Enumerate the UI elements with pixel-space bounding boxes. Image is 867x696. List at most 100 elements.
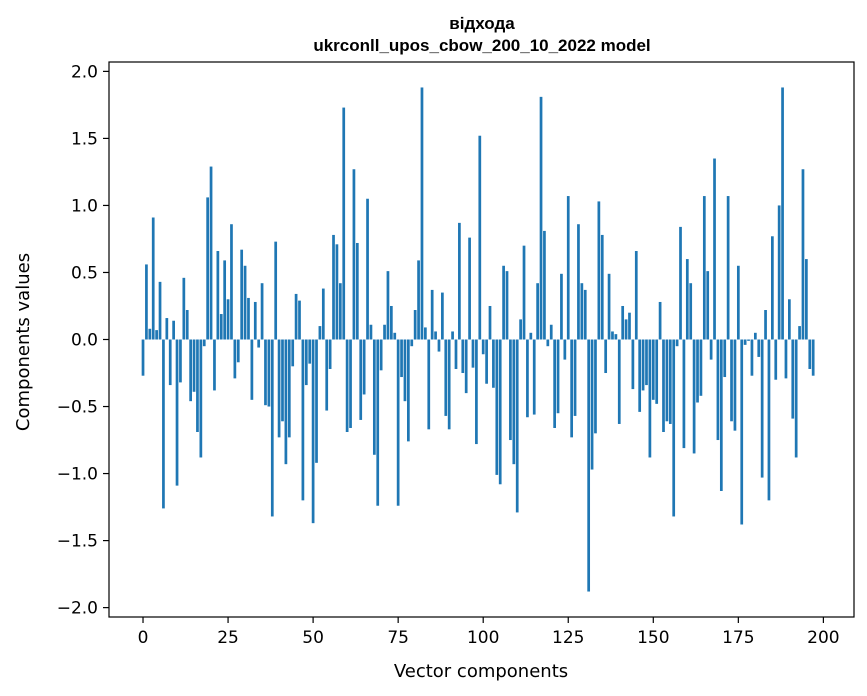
x-tick-label: 0 <box>138 628 149 648</box>
y-tick-label: 0.5 <box>71 263 98 283</box>
bar <box>267 339 271 407</box>
bar <box>682 339 686 449</box>
bar <box>808 339 812 369</box>
bar <box>301 339 305 501</box>
bar <box>733 339 737 431</box>
bar <box>515 339 519 513</box>
bar <box>743 339 747 345</box>
bar <box>362 339 366 395</box>
bar <box>366 198 369 340</box>
bar <box>264 339 267 406</box>
bar <box>325 339 329 411</box>
bar <box>583 289 587 340</box>
bar <box>335 244 339 340</box>
bar <box>672 339 676 517</box>
bar <box>485 339 488 384</box>
bar <box>209 166 213 340</box>
bar <box>794 339 798 458</box>
bar <box>250 339 254 400</box>
bar <box>560 273 563 340</box>
bar <box>777 205 781 340</box>
bar <box>189 339 192 402</box>
bar <box>563 339 567 360</box>
bar <box>648 339 652 458</box>
bar <box>230 224 233 340</box>
bar <box>233 339 237 379</box>
bar <box>155 330 158 340</box>
bar <box>570 339 574 438</box>
bar <box>634 251 638 340</box>
bar <box>311 339 315 524</box>
bar <box>294 293 298 340</box>
x-tick-label: 75 <box>387 628 409 648</box>
bar <box>502 265 505 340</box>
bar <box>546 339 550 347</box>
bar <box>723 339 727 378</box>
bar <box>158 281 162 340</box>
bar <box>434 331 437 340</box>
bar <box>355 242 359 340</box>
bar <box>488 305 492 340</box>
bar <box>526 339 529 418</box>
bar <box>168 339 172 386</box>
x-tick-label: 150 <box>637 628 669 648</box>
y-tick-label: 2.0 <box>71 62 98 82</box>
bar <box>628 312 631 340</box>
bar <box>692 339 696 454</box>
bar <box>679 226 682 340</box>
bar <box>675 339 679 347</box>
bar <box>702 196 706 340</box>
bar <box>206 197 210 340</box>
bar <box>696 339 699 403</box>
bar <box>478 135 482 340</box>
bar <box>199 339 203 458</box>
bar <box>321 288 325 340</box>
x-tick-label: 100 <box>467 628 499 648</box>
bar <box>719 339 723 491</box>
x-tick-label: 125 <box>552 628 584 648</box>
bar <box>376 339 380 506</box>
bar <box>270 339 274 517</box>
bar <box>798 326 801 340</box>
bar <box>543 230 546 340</box>
bar <box>284 339 288 465</box>
bar <box>148 328 152 340</box>
bar <box>308 339 312 364</box>
bar <box>359 339 363 420</box>
bar <box>260 283 264 340</box>
x-axis-ticks: 0 25 50 75 100 125 150 175 200 <box>138 617 840 648</box>
bar <box>407 339 410 442</box>
bar <box>454 339 458 369</box>
bar <box>468 237 471 340</box>
bar <box>185 310 189 340</box>
bar <box>522 245 526 340</box>
bar <box>338 283 342 340</box>
bar <box>730 339 733 422</box>
bar <box>481 339 485 355</box>
bar <box>332 234 335 340</box>
bar <box>461 339 465 374</box>
bar <box>716 339 720 441</box>
y-tick-label: −0.5 <box>57 398 98 418</box>
x-tick-label: 200 <box>807 628 839 648</box>
bar <box>287 339 291 438</box>
bar <box>624 319 628 340</box>
bar <box>226 299 230 340</box>
bar <box>441 292 444 340</box>
bar <box>740 339 744 525</box>
bar <box>580 283 584 340</box>
x-tick-label: 50 <box>302 628 324 648</box>
bar <box>556 339 560 414</box>
bar <box>600 234 604 340</box>
bar <box>240 249 244 340</box>
bar <box>236 339 240 363</box>
bar <box>151 217 155 340</box>
bar <box>379 339 383 371</box>
bar <box>519 319 522 340</box>
bar <box>771 236 774 340</box>
bar <box>505 271 509 340</box>
bar <box>393 332 397 340</box>
bar <box>788 299 791 340</box>
bar <box>651 339 655 400</box>
bar <box>352 169 356 340</box>
